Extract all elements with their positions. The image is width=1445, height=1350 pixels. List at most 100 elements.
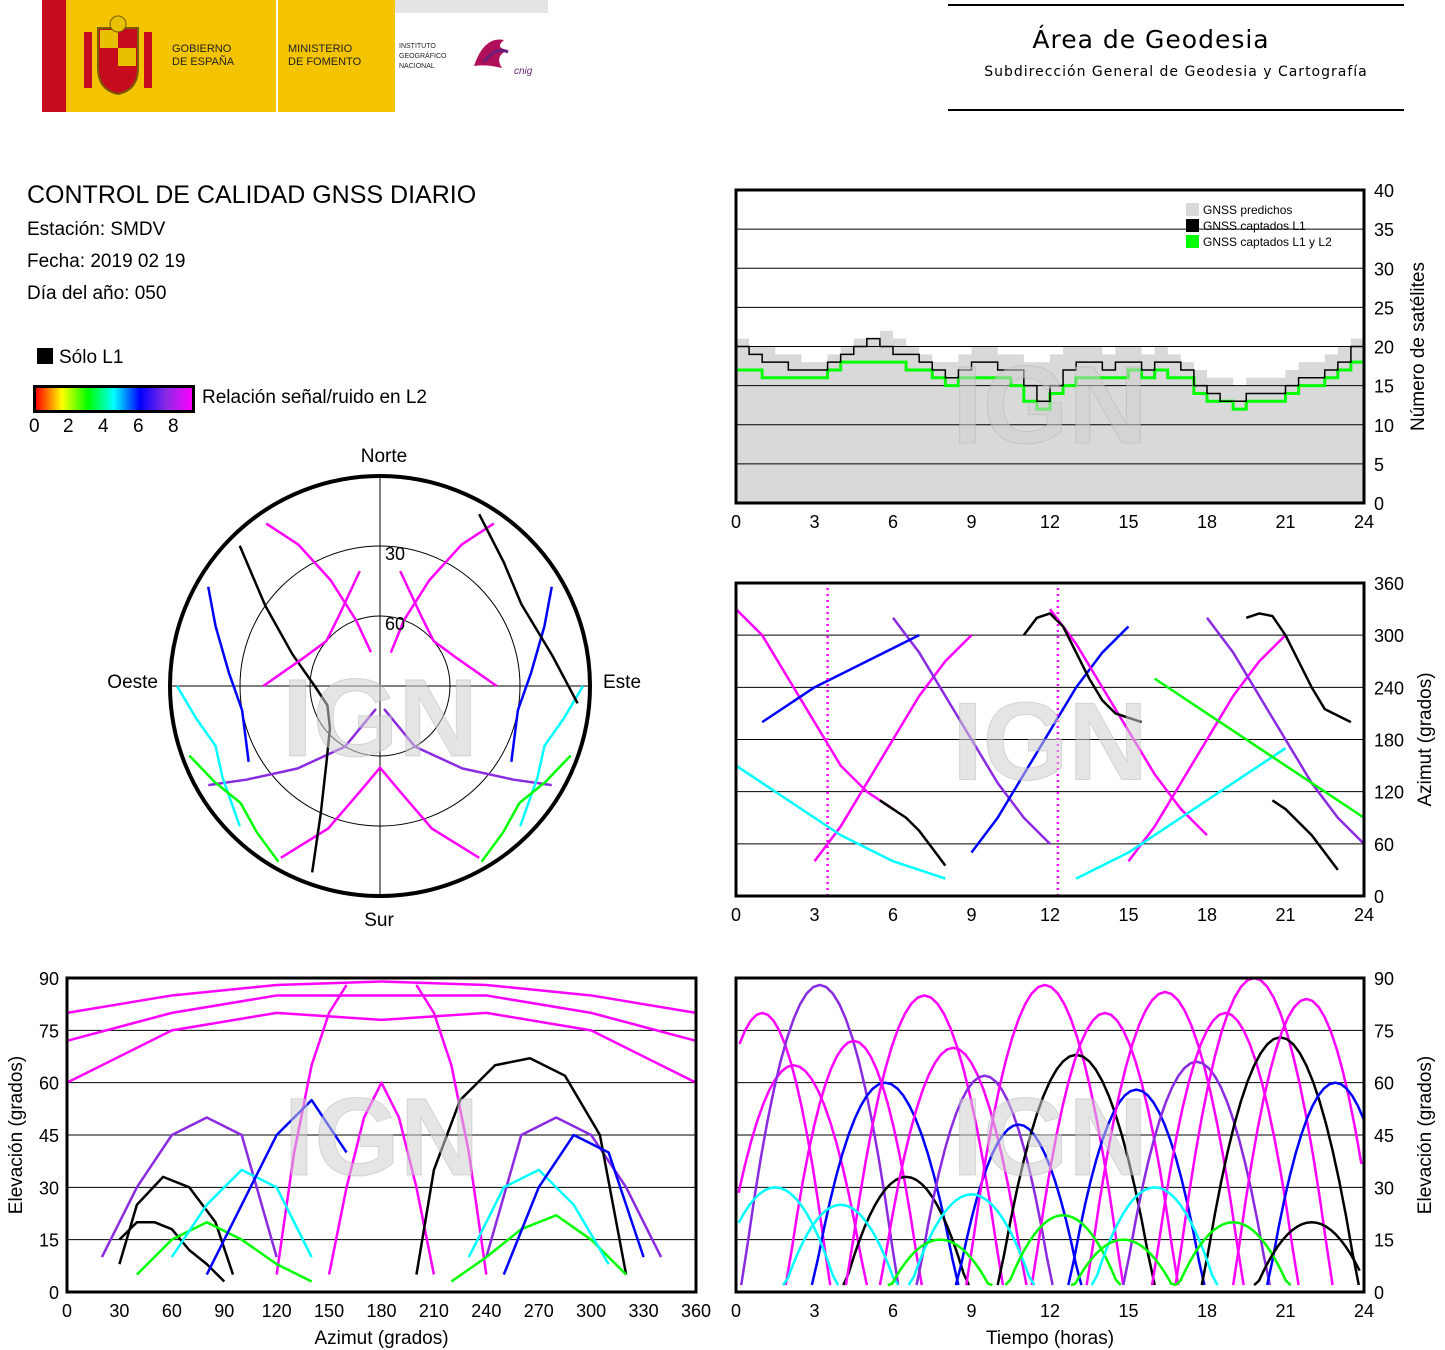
azimuth-track (735, 764, 946, 880)
watermark-1: IGN (282, 657, 478, 780)
x-tick-label: 15 (1118, 1301, 1138, 1321)
skyplot-ring-60 (309, 615, 451, 757)
y-tick-label: 10 (1374, 416, 1394, 436)
x-tick-label: 330 (629, 1301, 659, 1321)
elevation-track (502, 1133, 645, 1276)
sky-track (208, 708, 377, 787)
elevation-pass (1231, 997, 1363, 1286)
legend-entry: GNSS captados L1 y L2 (1203, 235, 1332, 249)
x-tick-label: 9 (966, 905, 976, 925)
legend-swatch (1186, 203, 1199, 216)
sky-track (389, 522, 495, 654)
x-tick-label: 0 (731, 512, 741, 532)
elevation-pass (1085, 990, 1245, 1286)
y-axis-label: Azimut (grados) (1415, 672, 1436, 806)
y-tick-label: 90 (39, 969, 59, 989)
y-tick-label: 15 (1374, 377, 1394, 397)
only-l1-label: Sólo L1 (59, 347, 124, 368)
government-label: GOBIERNO DE ESPAÑA (172, 43, 235, 68)
azimuth-track (761, 634, 920, 724)
satellite-count-chart: 0 5 10 15 20 25 30 35 40 0 3 6 9 12 15 18 21 24 Número de … (731, 181, 1429, 532)
snr-label: Relación señal/ruido en L2 (202, 387, 427, 408)
snr-tick-4: 4 (98, 416, 109, 437)
sky-track (188, 754, 280, 863)
sky-track (207, 586, 250, 762)
x-tick-label: 21 (1275, 905, 1295, 925)
elevation-track (415, 984, 488, 1275)
elevation-pass (1067, 1088, 1206, 1286)
spain-flag-stripe (42, 0, 66, 112)
sky-track (478, 513, 579, 704)
header-rule-bottom (948, 109, 1404, 111)
ring-label-60: 60 (385, 614, 405, 634)
elevation-track (136, 1220, 313, 1283)
y-axis-label: Número de satélites (1408, 262, 1429, 431)
elevation-azimuth-chart-frame (65, 976, 698, 1294)
skyplot-ring-30 (239, 545, 521, 827)
y-tick-label: 90 (1374, 969, 1394, 989)
satellite-chart-frame (734, 188, 1366, 505)
snr-tick-0: 0 (29, 416, 40, 437)
area-subtitle: Subdirección General de Geodesia y Carto… (984, 64, 1368, 80)
azimuth-track (1049, 608, 1208, 837)
azimuth-track (1022, 612, 1142, 724)
x-tick-label: 120 (262, 1301, 292, 1321)
elevation-track (327, 1081, 436, 1275)
sky-track (383, 708, 552, 787)
sky-track (262, 570, 361, 688)
elevation-pass (1070, 1238, 1176, 1287)
x-tick-label: 12 (1040, 905, 1060, 925)
x-tick-label: 18 (1197, 512, 1217, 532)
elevation-track (66, 994, 697, 1043)
x-tick-label: 90 (214, 1301, 234, 1321)
area-title: Área de Geodesia (1032, 25, 1270, 54)
y-tick-label: 15 (1374, 1231, 1394, 1251)
sky-track (510, 586, 553, 762)
azimuth-track (735, 608, 894, 811)
x-tick-label: 300 (576, 1301, 606, 1321)
y-tick-label: 45 (1374, 1126, 1394, 1146)
snr-tick-2: 2 (63, 416, 74, 437)
elevation-pass (907, 1193, 1036, 1286)
x-tick-label: 18 (1197, 1301, 1217, 1321)
sky-track (238, 545, 332, 873)
watermark-2: IGN (952, 681, 1148, 804)
elevation-pass (810, 1081, 960, 1286)
sky-track (399, 570, 498, 688)
elevation-track (415, 1056, 628, 1275)
x-tick-label: 12 (1040, 512, 1060, 532)
y-tick-label: 30 (39, 1178, 59, 1198)
x-tick-label: 12 (1040, 1301, 1060, 1321)
elevation-pass (965, 983, 1125, 1286)
sky-track (265, 522, 373, 653)
ministry-label: MINISTERIO DE FOMENTO (288, 43, 362, 68)
sky-track (480, 754, 572, 863)
y-tick-label: 30 (1374, 259, 1394, 279)
elevation-time-chart: 0 15 30 45 60 75 90 0 3 6 9 12 15 18 21 24 Elevación (gr… (731, 969, 1436, 1349)
y-axis-label: Elevación (grados) (6, 1056, 27, 1214)
azimuth-track (879, 799, 947, 867)
y-tick-label: 0 (49, 1283, 59, 1303)
elevation-track (170, 1168, 313, 1258)
elevation-pass (737, 1063, 869, 1286)
x-tick-label: 21 (1275, 512, 1295, 532)
elevation-track (100, 1116, 278, 1258)
watermark-3: IGN (284, 1076, 480, 1199)
series-captured-l1-l2 (736, 346, 1366, 411)
ign-label: INSTITUTO GEOGRÁFICO NACIONAL (399, 43, 447, 70)
y-tick-label: 35 (1374, 220, 1394, 240)
x-tick-label: 24 (1354, 905, 1374, 925)
x-tick-label: 15 (1118, 512, 1138, 532)
x-tick-label: 24 (1354, 512, 1374, 532)
west-label: Oeste (107, 672, 158, 693)
y-tick-label: 240 (1374, 678, 1404, 698)
cnig-text: cnig (514, 66, 533, 77)
y-tick-label: 60 (1374, 1074, 1394, 1094)
x-tick-label: 60 (162, 1301, 182, 1321)
y-tick-label: 0 (1374, 494, 1384, 514)
skyplot: 30 60 Norte Sur Este Oeste (107, 446, 641, 931)
azimuth-track (892, 617, 1051, 845)
y-tick-label: 360 (1374, 574, 1404, 594)
elevation-pass (954, 1123, 1083, 1286)
